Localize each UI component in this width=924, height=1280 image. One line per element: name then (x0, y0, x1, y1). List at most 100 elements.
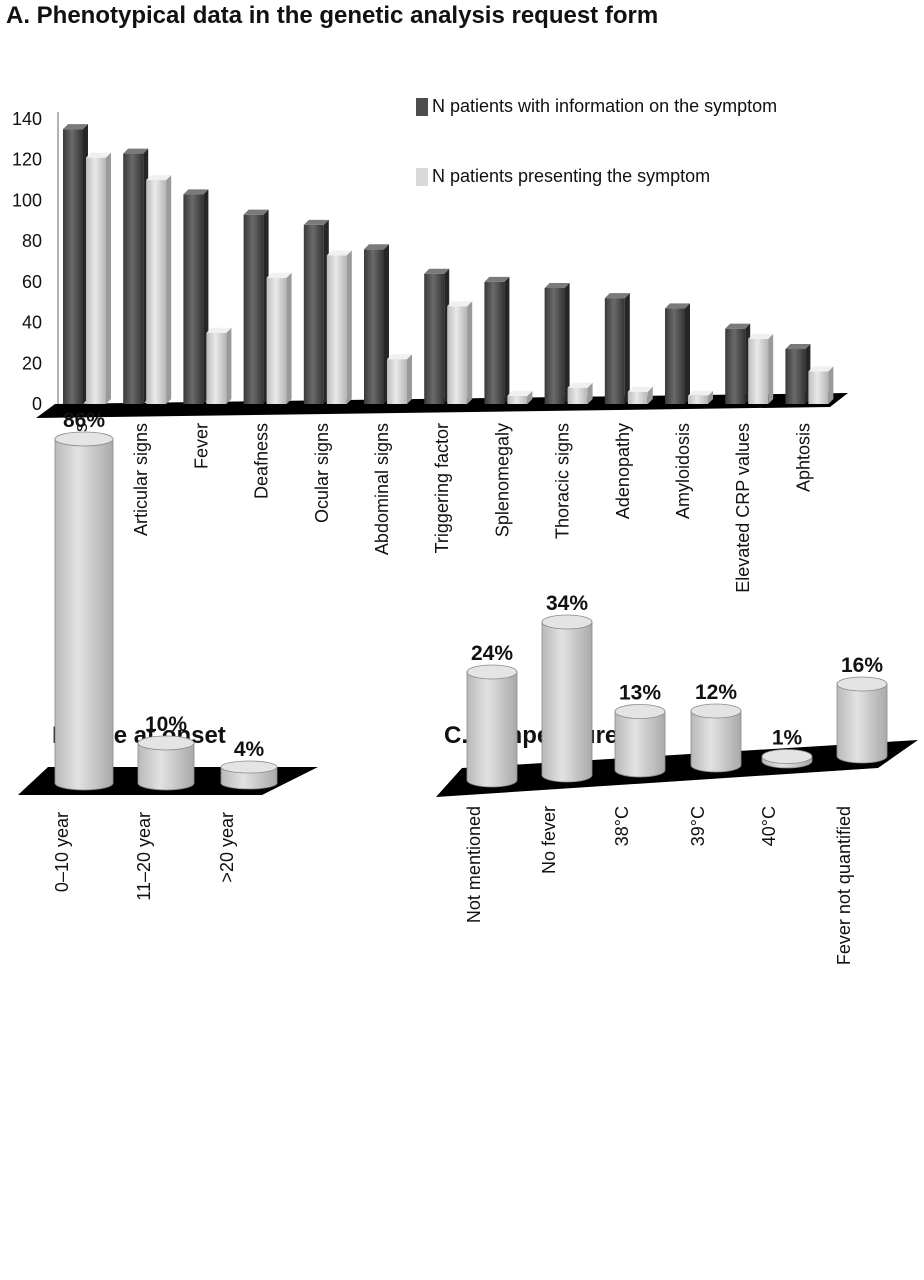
chart-a-y-tick-label: 0 (32, 394, 42, 414)
chart-a-category-label: Ocular signs (312, 423, 332, 523)
chart-a-bar-side (504, 276, 510, 404)
chart-a-category-label: Thoracic signs (553, 423, 573, 539)
chart-a-bar-side (647, 386, 653, 404)
chart-a-bar-front (206, 332, 227, 404)
chart-a-bar-information (665, 303, 690, 404)
chart-c-category-label: No fever (539, 806, 559, 874)
chart-a-bar-presenting (688, 390, 713, 404)
chart-a-bar-presenting (326, 250, 352, 404)
chart-a-bar-top (604, 293, 630, 299)
chart-a-bar-presenting (627, 386, 653, 404)
chart-a-bar-front (604, 298, 625, 404)
chart-a-bar-information (725, 323, 751, 404)
chart-a-bar-front (544, 287, 565, 404)
chart-a-legend-label: N patients presenting the symptom (432, 166, 710, 186)
chart-a-category-label: Deafness (252, 423, 272, 499)
cylinder-body (541, 621, 593, 783)
chart-a-bar-top (183, 189, 209, 195)
chart-a-bar-top (484, 276, 510, 282)
chart-b-value-label: 4% (234, 738, 265, 761)
chart-a-bar-front (243, 214, 264, 404)
chart-a-bar-front (627, 391, 648, 404)
chart-b-bar-20-year (220, 760, 278, 790)
cylinder-top (690, 703, 742, 719)
chart-a-bar-information (424, 268, 450, 404)
chart-a-category-label: Articular signs (131, 423, 151, 536)
chart-a-bar-presenting (808, 366, 834, 404)
chart-a-bar-front (808, 371, 829, 404)
cylinder-top (761, 749, 813, 764)
chart-a-bar-front (364, 249, 384, 404)
chart-a-bar-front (183, 194, 204, 404)
chart-a-bar-information (63, 124, 88, 404)
chart-a-category-label: Fever (191, 423, 211, 469)
chart-a-bar-front (665, 308, 685, 404)
chart-a-bar-top (725, 323, 751, 329)
chart-a-bar-front (748, 338, 769, 404)
chart-a-bar-side (166, 175, 172, 404)
chart-a-y-tick-label: 80 (22, 231, 42, 251)
chart-a-bar-side (828, 366, 834, 404)
chart-b-category-label: >20 year (217, 812, 237, 883)
chart-a-bar-information (604, 293, 630, 404)
chart-a-y-tick-label: 40 (22, 313, 42, 333)
chart-a-bar-presenting (507, 390, 533, 404)
cylinder-body (836, 683, 888, 764)
chart-a-bar-top (785, 344, 811, 350)
chart-a-bar-information (484, 276, 510, 404)
chart-a-bar-presenting (387, 354, 412, 404)
chart-a-bar-top (627, 386, 653, 392)
chart-a-legend-swatch (416, 98, 428, 116)
chart-a-bar-front (484, 281, 505, 404)
chart-a-bar-front (387, 359, 407, 404)
chart-a-bar-side (226, 327, 232, 404)
chart-a-bar-side (587, 382, 593, 404)
chart-a-bar-side (768, 333, 774, 404)
chart-a-bar-top (63, 124, 88, 130)
chart-a-y-tick-label: 60 (22, 272, 42, 292)
chart-a-legend-swatch (416, 168, 428, 186)
chart-a-bar-front (123, 153, 144, 404)
chart-b-value-label: 86% (63, 409, 105, 432)
chart-b-category-label: 0–10 year (52, 812, 72, 892)
chart-a-bar-front (567, 387, 588, 404)
chart-a-bar-information (243, 209, 269, 404)
chart-a-bar-presenting (748, 333, 774, 404)
chart-b-value-label: 10% (145, 713, 187, 736)
cylinder-top (541, 614, 593, 630)
chart-a-bar-presenting (567, 382, 593, 404)
chart-a-category-label: Elevated CRP values (733, 423, 753, 593)
chart-c-category-label: Not mentioned (464, 806, 484, 923)
chart-c-value-label: 16% (841, 654, 883, 677)
cylinder-body (137, 742, 195, 791)
chart-a-category-label: Abdominal signs (372, 423, 392, 555)
chart-a-bar-presenting (146, 175, 172, 404)
chart-a-bar-side (527, 390, 533, 404)
chart-a-y-tick-label: 100 (12, 190, 42, 210)
chart-c-bar-not-mentioned (466, 664, 518, 788)
chart-c-category-label: 38°C (612, 806, 632, 846)
chart-c-value-label: 12% (695, 681, 737, 704)
chart-a-category-label: Triggering factor (432, 423, 452, 553)
chart-a-bar-front (725, 328, 746, 404)
chart-a-bar-front (507, 395, 528, 404)
chart-a-bar-front (326, 255, 347, 404)
chart-c-bar-40-c (761, 749, 813, 769)
chart-a-bar-top (544, 282, 570, 288)
cylinder-top (466, 664, 518, 680)
chart-c-category-label: 39°C (688, 806, 708, 846)
chart-a-bar-top (808, 366, 834, 372)
chart-a-y-tick-label: 120 (12, 150, 42, 170)
cylinder-body (466, 671, 518, 788)
chart-a-bar-top (123, 148, 149, 154)
chart-a-bar-top (665, 303, 690, 309)
chart-a-bar-top (688, 390, 713, 396)
chart-a-category-label: Adenopathy (613, 423, 633, 519)
chart-c-value-label: 1% (772, 727, 803, 750)
cylinder-body (614, 711, 666, 778)
cylinder-top (137, 735, 195, 751)
chart-a-bar-front (785, 349, 806, 404)
chart-a-bar-front (447, 306, 468, 404)
chart-a-bar-information (303, 219, 329, 404)
